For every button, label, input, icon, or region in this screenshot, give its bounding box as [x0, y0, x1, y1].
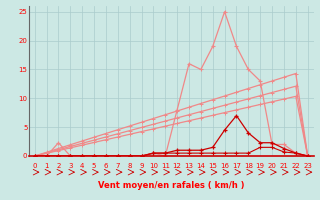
X-axis label: Vent moyen/en rafales ( km/h ): Vent moyen/en rafales ( km/h ) — [98, 181, 244, 190]
